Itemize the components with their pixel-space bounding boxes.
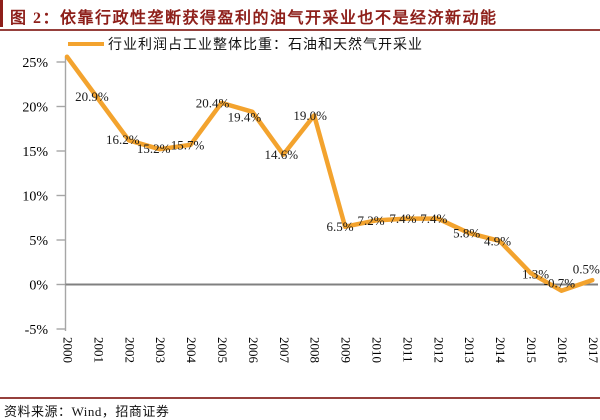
- data-label: 19.0%: [293, 108, 327, 123]
- y-axis-tick-label: 5%: [29, 234, 48, 249]
- profit-share-line: [64, 54, 595, 293]
- data-label: 7.2%: [357, 213, 384, 228]
- y-axis-tick-label: 20%: [22, 100, 48, 115]
- x-axis-year-label: 2006: [246, 337, 261, 364]
- data-label: 1.3%: [522, 266, 549, 281]
- footer-divider-line: [0, 397, 600, 399]
- x-axis-year-label: 2002: [122, 337, 137, 363]
- x-axis-year-label: 2016: [555, 337, 570, 364]
- data-label: -0.7%: [544, 275, 576, 290]
- y-axis-tick-label: 10%: [22, 189, 48, 204]
- data-label: 14.6%: [265, 147, 299, 162]
- legend-series-label: 行业利润占工业整体比重：石油和天然气开采业: [108, 38, 423, 53]
- x-axis-year-label: 2013: [462, 337, 477, 363]
- title-divider-line: [0, 29, 600, 31]
- y-axis-tick-label: 0%: [29, 278, 48, 293]
- data-label: 7.4%: [389, 211, 416, 226]
- x-axis-year-label: 2004: [184, 337, 199, 364]
- x-axis-year-label: 2008: [308, 337, 323, 363]
- data-label: 15.7%: [171, 137, 205, 152]
- x-axis-year-label: 2014: [493, 337, 508, 364]
- data-label: 15.2%: [137, 141, 171, 156]
- x-axis-year-label: 2012: [431, 337, 446, 363]
- x-axis-year-label: 2001: [91, 337, 106, 363]
- data-label: 16.2%: [106, 132, 140, 147]
- x-axis-year-label: 2007: [277, 337, 292, 364]
- figure-title: 图 2：依靠行政性垄断获得盈利的油气开采业也不是经济新动能: [0, 0, 600, 27]
- x-axis-year-label: 2003: [153, 337, 168, 363]
- data-label: 19.4%: [228, 109, 262, 124]
- x-axis-year-label: 2015: [524, 337, 539, 363]
- data-label: 0.5%: [573, 262, 600, 277]
- y-axis-tick-label: 15%: [22, 145, 48, 160]
- source-note: 资料来源：Wind，招商证券: [4, 404, 170, 419]
- data-label: 7.4%: [420, 211, 447, 226]
- x-axis-year-label: 2010: [370, 337, 385, 363]
- x-axis-year-label: 2000: [61, 337, 76, 363]
- data-label: 20.4%: [196, 95, 230, 110]
- data-label: 4.9%: [484, 233, 511, 248]
- data-label: 20.9%: [75, 89, 109, 104]
- x-axis-year-label: 2017: [586, 337, 600, 364]
- legend-line-marker: [68, 41, 104, 47]
- x-axis-year-label: 2011: [400, 337, 415, 363]
- chart-legend: 行业利润占工业整体比重：石油和天然气开采业: [68, 36, 423, 53]
- figure-title-text: 图 2：依靠行政性垄断获得盈利的油气开采业也不是经济新动能: [10, 10, 498, 27]
- data-label: 6.5%: [327, 219, 354, 234]
- x-axis-year-label: 2009: [339, 337, 354, 363]
- data-label: 5.8%: [453, 225, 480, 240]
- y-axis-tick-label: 25%: [22, 56, 48, 71]
- y-axis-tick-label: -5%: [25, 323, 49, 338]
- x-axis-year-label: 2005: [215, 337, 230, 363]
